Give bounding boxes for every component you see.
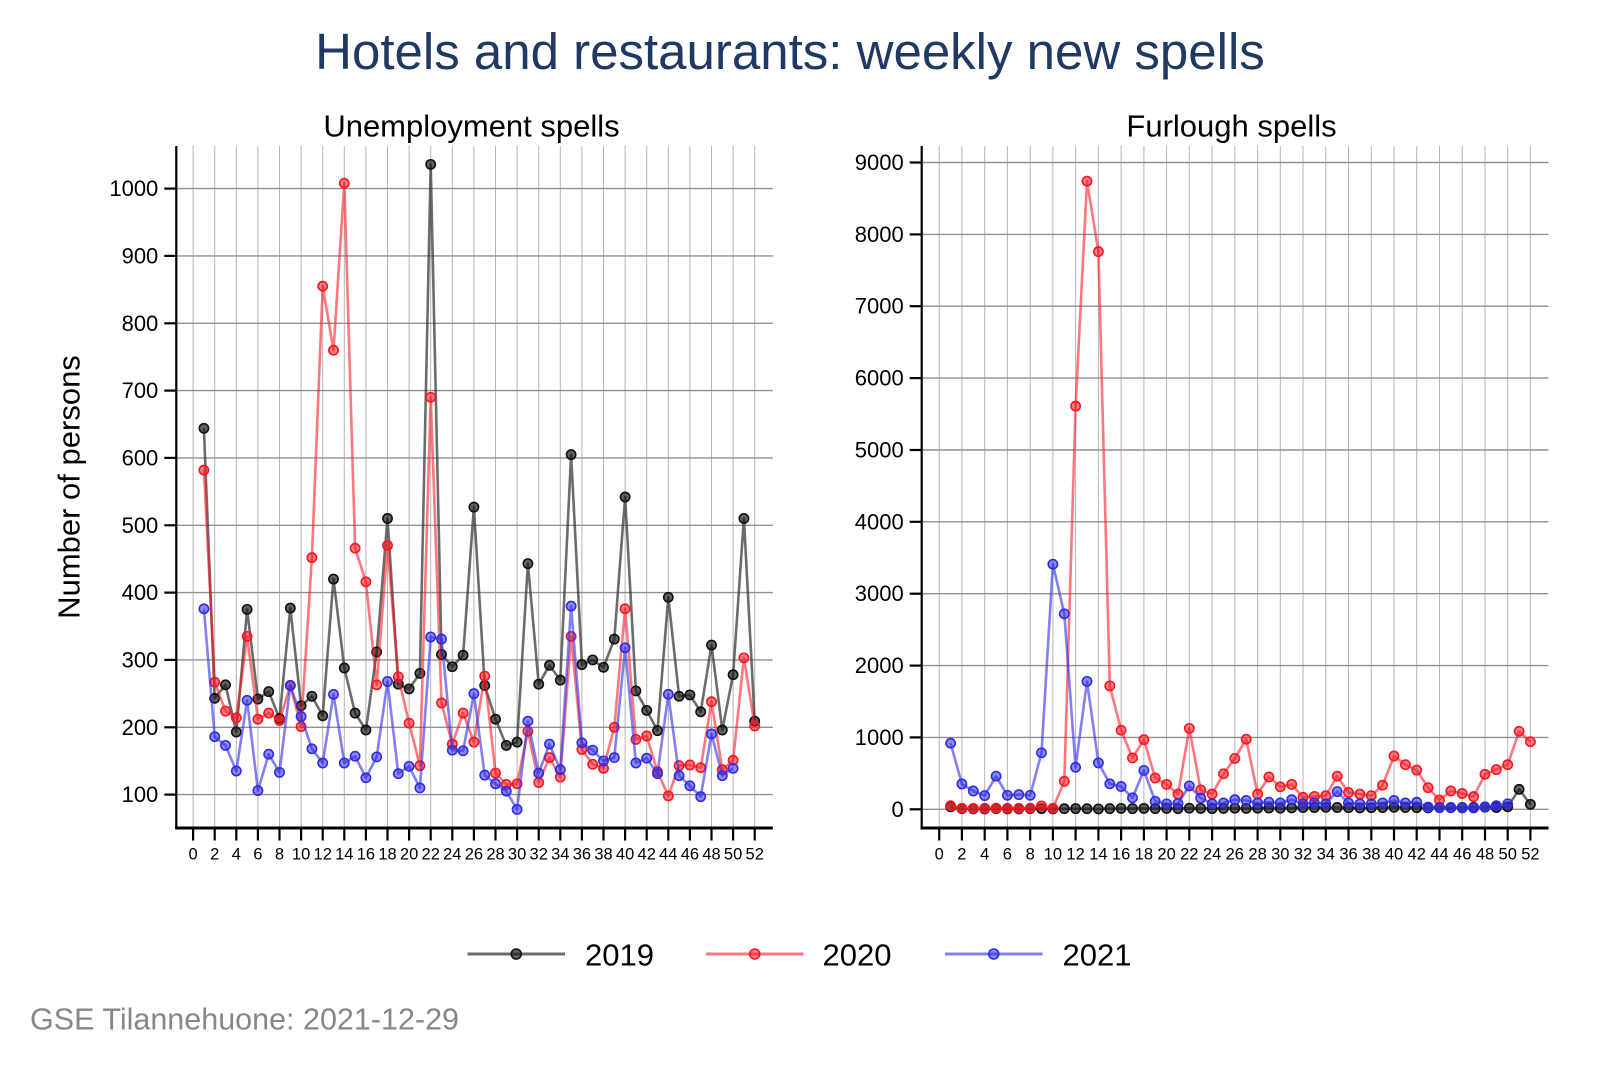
svg-text:34: 34: [1317, 846, 1335, 864]
svg-text:44: 44: [1430, 846, 1448, 864]
svg-text:14: 14: [1089, 846, 1107, 864]
svg-text:900: 900: [122, 243, 159, 268]
svg-text:20: 20: [400, 846, 418, 864]
svg-text:10: 10: [1044, 846, 1062, 864]
svg-text:500: 500: [122, 513, 159, 538]
svg-text:200: 200: [122, 715, 159, 740]
svg-text:2019: 2019: [585, 938, 654, 973]
svg-text:1000: 1000: [109, 176, 158, 201]
svg-text:14: 14: [335, 846, 353, 864]
svg-text:2: 2: [957, 846, 966, 864]
svg-text:38: 38: [594, 846, 612, 864]
svg-text:3000: 3000: [855, 581, 904, 606]
svg-text:50: 50: [724, 846, 742, 864]
svg-text:20: 20: [1157, 846, 1175, 864]
svg-text:28: 28: [1248, 846, 1266, 864]
svg-text:52: 52: [746, 846, 764, 864]
svg-text:40: 40: [1385, 846, 1403, 864]
svg-text:10: 10: [292, 846, 310, 864]
svg-text:8000: 8000: [855, 222, 904, 247]
svg-text:40: 40: [616, 846, 634, 864]
svg-text:52: 52: [1521, 846, 1539, 864]
svg-text:0: 0: [935, 846, 944, 864]
svg-text:24: 24: [443, 846, 461, 864]
svg-text:6000: 6000: [855, 366, 904, 391]
svg-text:18: 18: [378, 846, 396, 864]
svg-text:24: 24: [1203, 846, 1221, 864]
svg-text:2000: 2000: [855, 653, 904, 678]
svg-text:8: 8: [275, 846, 284, 864]
svg-text:1000: 1000: [855, 725, 904, 750]
svg-text:Number of persons: Number of persons: [52, 355, 87, 619]
svg-text:34: 34: [551, 846, 569, 864]
svg-text:22: 22: [422, 846, 440, 864]
svg-text:6: 6: [253, 846, 262, 864]
svg-text:GSE Tilannehuone: 2021-12-29: GSE Tilannehuone: 2021-12-29: [30, 1003, 459, 1037]
svg-text:32: 32: [530, 846, 548, 864]
svg-text:30: 30: [508, 846, 526, 864]
svg-text:42: 42: [638, 846, 656, 864]
svg-text:800: 800: [122, 311, 159, 336]
svg-text:8: 8: [1026, 846, 1035, 864]
svg-text:46: 46: [1453, 846, 1471, 864]
svg-text:2020: 2020: [823, 938, 892, 973]
svg-text:12: 12: [314, 846, 332, 864]
svg-text:Hotels and restaurants: weekly: Hotels and restaurants: weekly new spell…: [315, 23, 1265, 80]
svg-text:100: 100: [122, 782, 159, 807]
svg-text:48: 48: [1476, 846, 1494, 864]
svg-text:36: 36: [1339, 846, 1357, 864]
svg-text:5000: 5000: [855, 438, 904, 463]
svg-text:28: 28: [486, 846, 504, 864]
svg-text:4: 4: [232, 846, 241, 864]
svg-text:0: 0: [189, 846, 198, 864]
svg-text:38: 38: [1362, 846, 1380, 864]
svg-text:2: 2: [210, 846, 219, 864]
svg-text:42: 42: [1408, 846, 1426, 864]
svg-text:400: 400: [122, 580, 159, 605]
svg-text:Furlough spells: Furlough spells: [1126, 109, 1336, 144]
svg-text:12: 12: [1066, 846, 1084, 864]
svg-text:9000: 9000: [855, 150, 904, 175]
svg-text:4000: 4000: [855, 509, 904, 534]
svg-text:600: 600: [122, 445, 159, 470]
svg-text:30: 30: [1271, 846, 1289, 864]
svg-text:0: 0: [891, 797, 903, 822]
svg-text:4: 4: [980, 846, 989, 864]
svg-text:7000: 7000: [855, 294, 904, 319]
svg-text:Unemployment spells: Unemployment spells: [323, 109, 619, 144]
svg-text:26: 26: [1226, 846, 1244, 864]
svg-text:26: 26: [465, 846, 483, 864]
svg-text:48: 48: [702, 846, 720, 864]
svg-text:50: 50: [1499, 846, 1517, 864]
svg-text:36: 36: [573, 846, 591, 864]
svg-text:32: 32: [1294, 846, 1312, 864]
svg-text:44: 44: [659, 846, 677, 864]
svg-text:2021: 2021: [1063, 938, 1132, 973]
svg-text:300: 300: [122, 647, 159, 672]
svg-text:6: 6: [1003, 846, 1012, 864]
svg-text:46: 46: [681, 846, 699, 864]
svg-text:18: 18: [1135, 846, 1153, 864]
svg-text:16: 16: [1112, 846, 1130, 864]
svg-text:700: 700: [122, 378, 159, 403]
svg-text:16: 16: [357, 846, 375, 864]
svg-text:22: 22: [1180, 846, 1198, 864]
